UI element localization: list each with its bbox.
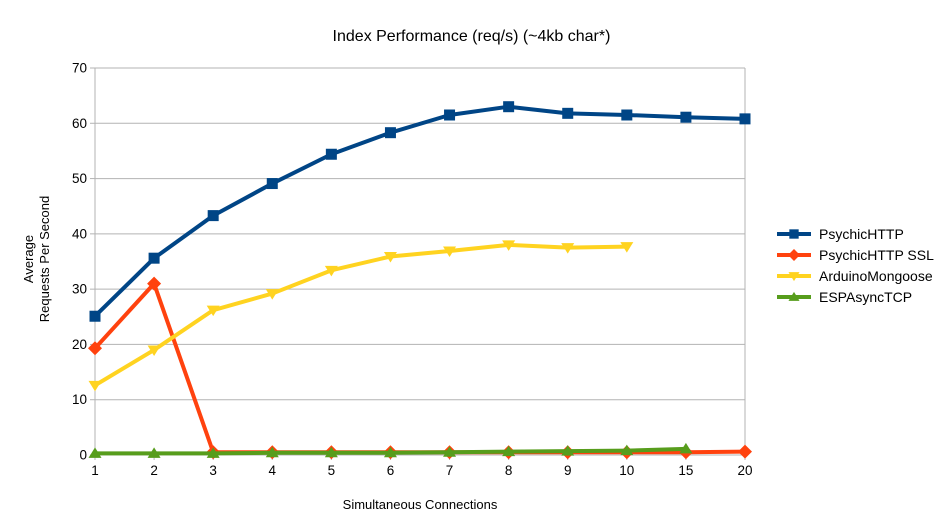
- x-tick-label: 6: [387, 463, 395, 478]
- y-tick-label: 20: [72, 337, 87, 352]
- x-tick-label: 1: [91, 463, 99, 478]
- series-marker-square: [621, 109, 633, 121]
- x-tick-label: 9: [564, 463, 572, 478]
- series-marker-triangle-up: [265, 446, 279, 458]
- series-marker-triangle-down: [502, 240, 516, 251]
- series-marker-triangle-up: [147, 447, 161, 458]
- chart-title: Index Performance (req/s) (~4kb char*): [332, 28, 611, 45]
- y-tick-label: 60: [72, 116, 87, 131]
- series-marker-triangle-up: [443, 446, 457, 457]
- x-tick-label: 10: [619, 463, 634, 478]
- series-line-psychichttp: [93, 104, 746, 318]
- x-tick-label: 4: [269, 463, 277, 478]
- x-tick-label: 8: [505, 463, 513, 478]
- series-marker-square: [444, 109, 456, 121]
- triangle-down-legend-icon: [777, 271, 811, 281]
- y-tick-label: 0: [79, 448, 87, 463]
- series-marker-triangle-up: [502, 445, 516, 457]
- legend-item-psychichttp-ssl: PsychicHTTP SSL: [776, 244, 934, 265]
- series-marker-triangle-up: [88, 447, 102, 458]
- x-tick-label: 15: [678, 463, 693, 478]
- y-axis-title: Average Requests Per Second: [21, 159, 55, 359]
- legend-label: PsychicHTTP SSL: [819, 246, 934, 263]
- x-tick-label: 2: [150, 463, 158, 478]
- series-marker-triangle-down: [88, 380, 102, 392]
- series-line-arduinomongoose: [93, 242, 627, 388]
- series-marker-triangle-up: [324, 446, 338, 458]
- x-axis-title: Simultaneous Connections: [342, 497, 498, 512]
- series-marker-triangle-up: [206, 447, 220, 458]
- series-marker-square: [739, 113, 751, 125]
- y-tick-label: 30: [72, 282, 87, 297]
- y-axis-title-line2: Requests Per Second: [37, 195, 52, 323]
- series-marker-triangle-down: [620, 242, 634, 253]
- diamond-legend-icon: [777, 248, 811, 261]
- series-marker-triangle-up: [620, 444, 634, 456]
- series-marker-triangle-down: [206, 305, 220, 317]
- series-marker-square: [562, 107, 574, 119]
- series-marker-square: [384, 127, 396, 139]
- legend-label: PsychicHTTP: [819, 225, 904, 242]
- series-marker-square: [89, 310, 101, 322]
- series-marker-square: [680, 111, 692, 123]
- series-marker-triangle-up: [679, 442, 693, 454]
- series-marker-square: [207, 210, 219, 222]
- y-axis-title-line1: Average: [21, 234, 36, 284]
- x-tick-label: 7: [446, 463, 454, 478]
- y-tick-label: 50: [72, 171, 87, 186]
- y-tick-label: 40: [72, 226, 87, 241]
- x-tick-label: 5: [328, 463, 336, 478]
- legend: PsychicHTTP PsychicHTTP SSL ArduinoMongoos…: [776, 223, 934, 307]
- series-marker-triangle-up: [561, 445, 575, 456]
- legend-label: ArduinoMongoose: [819, 267, 933, 284]
- series-marker-triangle-down: [147, 345, 161, 356]
- series-marker-triangle-up: [383, 446, 397, 458]
- legend-item-arduinomongoose: ArduinoMongoose: [776, 265, 934, 286]
- series-marker-diamond: [738, 444, 752, 459]
- series-marker-triangle-down: [561, 243, 575, 254]
- series-marker-square: [148, 252, 160, 264]
- series-marker-triangle-down: [265, 289, 279, 300]
- series-marker-square: [325, 148, 337, 160]
- legend-item-espasynctcp: ESPAsyncTCP: [776, 286, 934, 307]
- series-marker-diamond: [88, 341, 102, 356]
- series-marker-triangle-down: [383, 252, 397, 263]
- series-marker-diamond: [147, 276, 162, 291]
- y-tick-label: 70: [72, 61, 87, 76]
- x-tick-label: 3: [209, 463, 217, 478]
- legend-item-psychichttp: PsychicHTTP: [776, 223, 934, 244]
- x-tick-label: 20: [737, 463, 752, 478]
- series-marker-square: [503, 101, 515, 113]
- series-marker-triangle-down: [324, 265, 338, 277]
- series-marker-triangle-down: [443, 246, 457, 257]
- triangle-up-legend-icon: [777, 291, 811, 301]
- y-tick-label: 10: [72, 392, 87, 407]
- square-legend-icon: [777, 228, 811, 239]
- legend-label: ESPAsyncTCP: [819, 288, 913, 305]
- series-marker-square: [266, 178, 278, 190]
- series-line-psychichttp-ssl: [93, 281, 746, 455]
